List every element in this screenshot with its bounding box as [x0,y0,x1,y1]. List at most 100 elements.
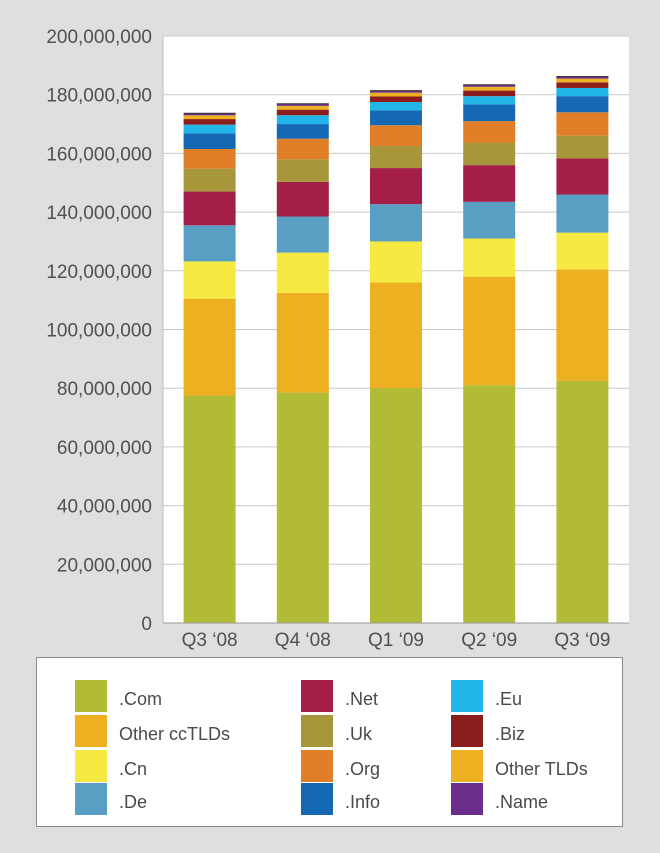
legend-swatch [451,783,483,815]
bar-segment [370,110,422,126]
bars [183,76,609,623]
bar-segment [276,252,329,293]
bar-segment [276,124,329,139]
x-tick-label: Q3 ‘08 [182,630,238,651]
legend: .Com Other ccTLDs .Cn .De .Net .Uk .Org .Info .E… [36,657,623,827]
bar-segment [463,165,516,202]
bar-segment [183,168,236,192]
bar-segment [463,90,516,97]
bar-segment [370,204,422,242]
legend-label: .Org [345,759,381,779]
axis-labels: 0 20,000,000 40,000,000 60,000,000 80,000,00… [46,27,610,651]
bar-segment [463,121,516,143]
bar-segment [463,276,516,386]
legend-swatch [451,715,483,747]
bar-segment [276,109,329,116]
legend-label: .Net [345,689,379,709]
legend-label: .Uk [345,724,372,744]
bar-segment [556,82,609,88]
legend-label: .Name [495,792,549,812]
y-tick-label: 0 [141,614,152,635]
x-tick-label: Q2 ‘09 [461,630,517,651]
legend-label: .Info [345,792,381,812]
legend-label: Other TLDs [495,759,588,779]
bar-segment [556,78,609,83]
bar-segment [556,269,609,381]
bar-segment [370,90,422,93]
bar-segment [556,194,609,233]
bar-segment [463,84,516,87]
y-tick-label: 20,000,000 [57,555,152,576]
bar-segment [463,238,516,277]
bar-segment [463,96,516,105]
legend-swatch [451,680,483,712]
legend-swatch [75,750,107,782]
y-tick-label: 140,000,000 [46,203,152,224]
legend-label: .Biz [495,724,526,744]
bar-segment [463,86,516,91]
bar-segment [276,392,329,623]
legend-label: .De [119,792,148,812]
legend-swatch [75,715,107,747]
legend-swatch [75,783,107,815]
bar-segment [463,104,516,122]
legend-label: Other ccTLDs [119,724,231,744]
bar-segment [183,261,236,299]
legend-label: .Eu [495,689,523,709]
bar-segment [370,102,422,111]
bar-segment [556,158,609,195]
legend-swatch [301,680,333,712]
bar-segment [556,135,609,159]
y-tick-label: 180,000,000 [46,86,152,107]
y-tick-label: 100,000,000 [46,321,152,342]
y-tick-label: 60,000,000 [57,438,152,459]
bar-segment [183,298,236,396]
axes [162,36,629,624]
y-tick-label: 120,000,000 [46,262,152,283]
bar-segment [556,112,609,136]
x-tick-label: Q3 ‘09 [554,630,610,651]
legend-swatch [301,783,333,815]
bar-segment [183,225,236,262]
legend-swatch [75,680,107,712]
y-tick-label: 80,000,000 [57,379,152,400]
bar-segment [556,96,609,113]
legend-swatch [451,750,483,782]
bar-segment [370,168,422,205]
bar-segment [370,96,422,103]
bar-segment [183,119,236,125]
legend-label: .Com [119,689,163,709]
bar-segment [183,113,236,116]
bar-segment [556,76,609,79]
bar-segment [370,388,422,623]
bar-segment [183,115,236,120]
bar-segment [556,87,609,97]
bar-segment [276,292,329,393]
bar-segment [276,181,329,217]
bar-segment [556,380,609,623]
x-tick-label: Q4 ‘08 [275,630,331,651]
bar-segment [276,103,329,106]
bar-segment [183,124,236,134]
bar-segment [370,125,422,147]
bar-segment [463,201,516,239]
bar-segment [183,191,236,226]
bar-segment [370,146,422,169]
bar-segment [276,138,329,160]
bar-segment [276,216,329,253]
bar-segment [276,159,329,182]
bar-segment [463,385,516,623]
y-tick-label: 160,000,000 [46,144,152,165]
bar-segment [370,241,422,283]
bar-segment [463,142,516,166]
bar-segment [183,133,236,149]
y-tick-label: 40,000,000 [57,497,152,518]
bar-segment [556,232,609,270]
bar-segment [276,115,329,125]
legend-swatch [301,750,333,782]
y-tick-label: 200,000,000 [46,27,152,48]
bar-segment [183,148,236,169]
bar-segment [370,92,422,97]
